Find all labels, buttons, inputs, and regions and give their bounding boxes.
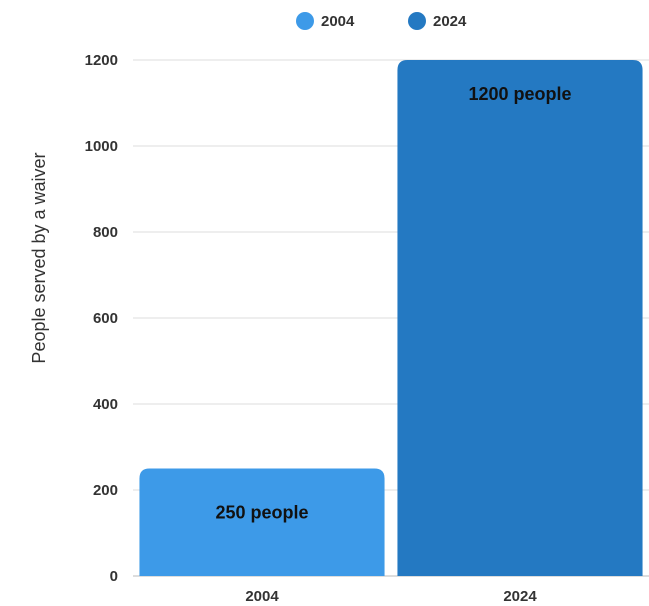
data-label-2004: 250 people — [215, 503, 308, 523]
y-tick-label: 0 — [110, 568, 118, 585]
x-tick-label: 2004 — [245, 588, 279, 605]
legend: 2004 2024 — [296, 12, 467, 30]
bars: 250 people 1200 people — [139, 60, 643, 576]
y-tick-label: 400 — [93, 396, 118, 413]
data-label-2024: 1200 people — [468, 84, 571, 104]
y-tick-label: 1000 — [85, 138, 118, 155]
bar-2024 — [397, 60, 643, 576]
legend-label-2004: 2004 — [321, 13, 355, 30]
bar-2004 — [139, 468, 385, 576]
y-tick-label: 600 — [93, 310, 118, 327]
y-axis-title: People served by a waiver — [29, 152, 49, 363]
x-axis-ticks: 2004 2024 — [245, 588, 537, 605]
y-tick-label: 800 — [93, 224, 118, 241]
y-tick-label: 1200 — [85, 52, 118, 69]
y-axis-ticks: 0 200 400 600 800 1000 1200 — [85, 52, 118, 585]
legend-swatch-2004 — [296, 12, 314, 30]
legend-swatch-2024 — [408, 12, 426, 30]
legend-label-2024: 2024 — [433, 13, 467, 30]
y-tick-label: 200 — [93, 482, 118, 499]
x-tick-label: 2024 — [503, 588, 537, 605]
